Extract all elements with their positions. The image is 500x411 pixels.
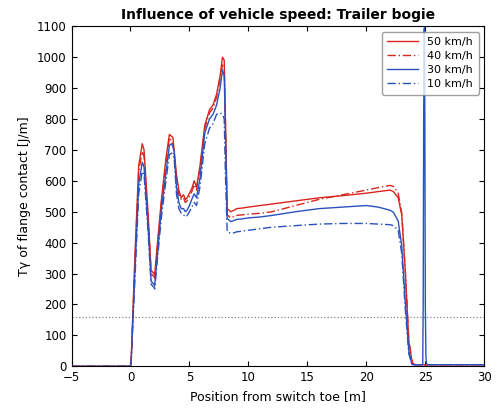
10 km/h: [217, 110, 223, 115]
50 km/h: [68, 364, 74, 369]
30 km/h: [171, 148, 177, 152]
40 km/h: [128, 361, 134, 366]
30 km/h: [234, 217, 239, 222]
10 km/h: [68, 364, 74, 369]
30 km/h: [421, 27, 427, 32]
50 km/h: [240, 206, 246, 210]
10 km/h: [387, 222, 393, 227]
40 km/h: [220, 62, 226, 67]
30 km/h: [68, 364, 74, 369]
Line: 50 km/h: 50 km/h: [72, 57, 484, 366]
10 km/h: [166, 152, 172, 157]
40 km/h: [68, 364, 74, 369]
50 km/h: [170, 135, 176, 140]
30 km/h: [422, 25, 428, 30]
Title: Influence of vehicle speed: Trailer bogie: Influence of vehicle speed: Trailer bogi…: [121, 8, 435, 22]
50 km/h: [132, 246, 138, 251]
10 km/h: [409, 361, 415, 366]
10 km/h: [234, 229, 239, 234]
Line: 40 km/h: 40 km/h: [72, 65, 484, 366]
50 km/h: [128, 361, 134, 366]
50 km/h: [220, 55, 226, 60]
50 km/h: [191, 178, 197, 183]
50 km/h: [482, 362, 488, 367]
Y-axis label: Tγ of flange contact [J/m]: Tγ of flange contact [J/m]: [18, 116, 32, 276]
Line: 30 km/h: 30 km/h: [72, 28, 484, 366]
X-axis label: Position from switch toe [m]: Position from switch toe [m]: [190, 390, 366, 403]
Line: 10 km/h: 10 km/h: [72, 113, 484, 366]
40 km/h: [170, 141, 176, 146]
40 km/h: [132, 252, 138, 257]
40 km/h: [482, 362, 488, 367]
10 km/h: [269, 225, 275, 230]
10 km/h: [163, 179, 169, 184]
30 km/h: [202, 130, 208, 135]
40 km/h: [240, 212, 246, 217]
30 km/h: [232, 218, 237, 223]
40 km/h: [246, 212, 252, 217]
40 km/h: [191, 182, 197, 187]
50 km/h: [246, 205, 252, 210]
30 km/h: [482, 362, 488, 367]
30 km/h: [168, 141, 174, 146]
Legend: 50 km/h, 40 km/h, 30 km/h, 10 km/h: 50 km/h, 40 km/h, 30 km/h, 10 km/h: [382, 32, 478, 95]
10 km/h: [482, 362, 488, 367]
